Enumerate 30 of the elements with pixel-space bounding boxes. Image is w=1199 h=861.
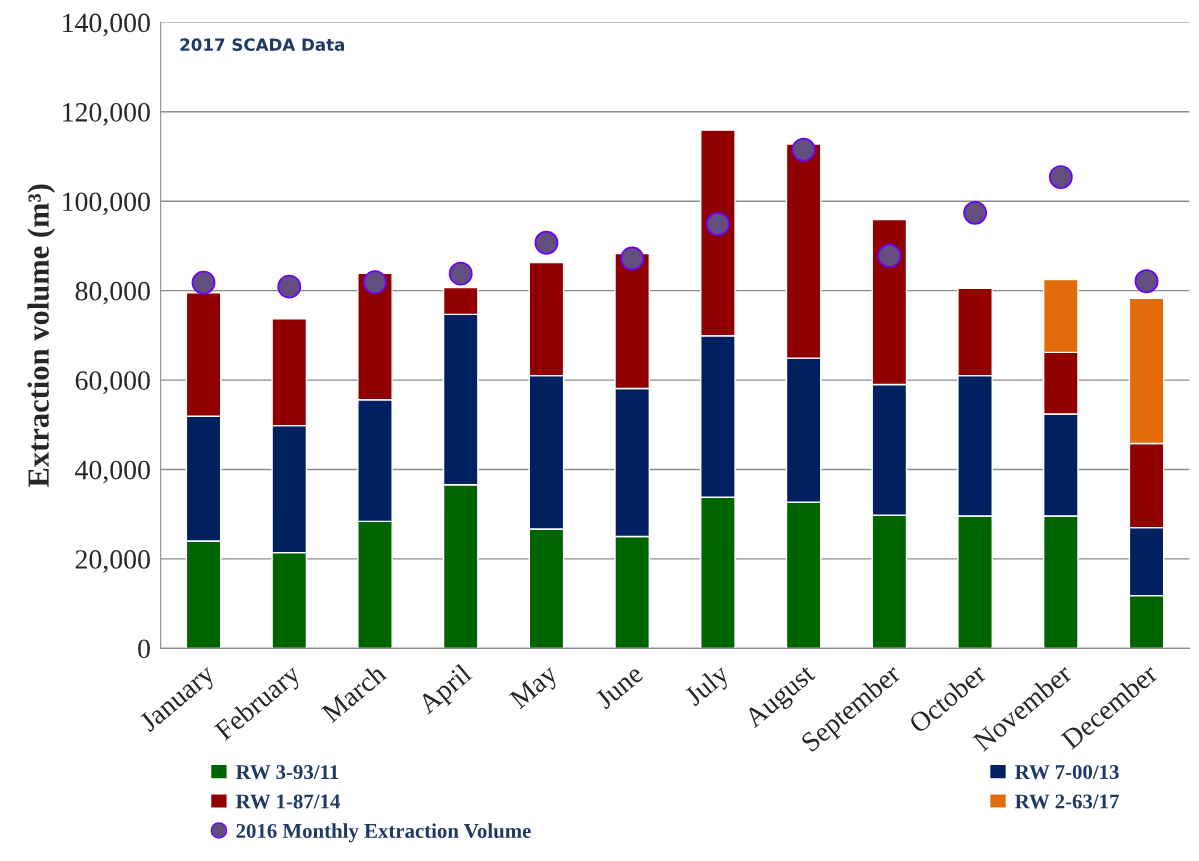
x-tick-label: May [508,663,563,714]
y-tick-label: 40,000 [75,460,150,484]
y-axis-title: Extraction volume (m³) [27,184,56,488]
legend-label: 2016 Monthly Extraction Volume [236,823,531,843]
y-tick-label: 0 [138,639,150,659]
point [705,212,730,236]
y-tick-label: 60,000 [75,371,150,394]
point [620,246,645,271]
y-tick-label: 20,000 [75,550,150,573]
point [277,274,302,299]
y-tick-label: 140,000 [63,13,150,37]
x-tick-label: June [594,663,644,710]
x-tick-label: July [682,662,735,711]
point [448,261,473,286]
text: 2017 SCADA Data [180,38,345,51]
point [534,230,559,255]
point [963,200,988,225]
legend-label: RW 3-93/11 [235,765,339,780]
y-tick-label: 100,000 [63,192,150,216]
legend-label: RW 7-00/13 [1015,765,1119,780]
y-tick-label: 120,000 [63,102,150,126]
point [791,137,816,162]
point [363,270,387,295]
y-tick-label: 80,000 [75,281,150,305]
legend-label: RW 1-87/14 [235,794,340,809]
point [1048,165,1073,190]
point [191,270,216,295]
legend-label: RW 2-63/17 [1015,794,1119,809]
point [1134,269,1159,294]
point [877,243,902,268]
